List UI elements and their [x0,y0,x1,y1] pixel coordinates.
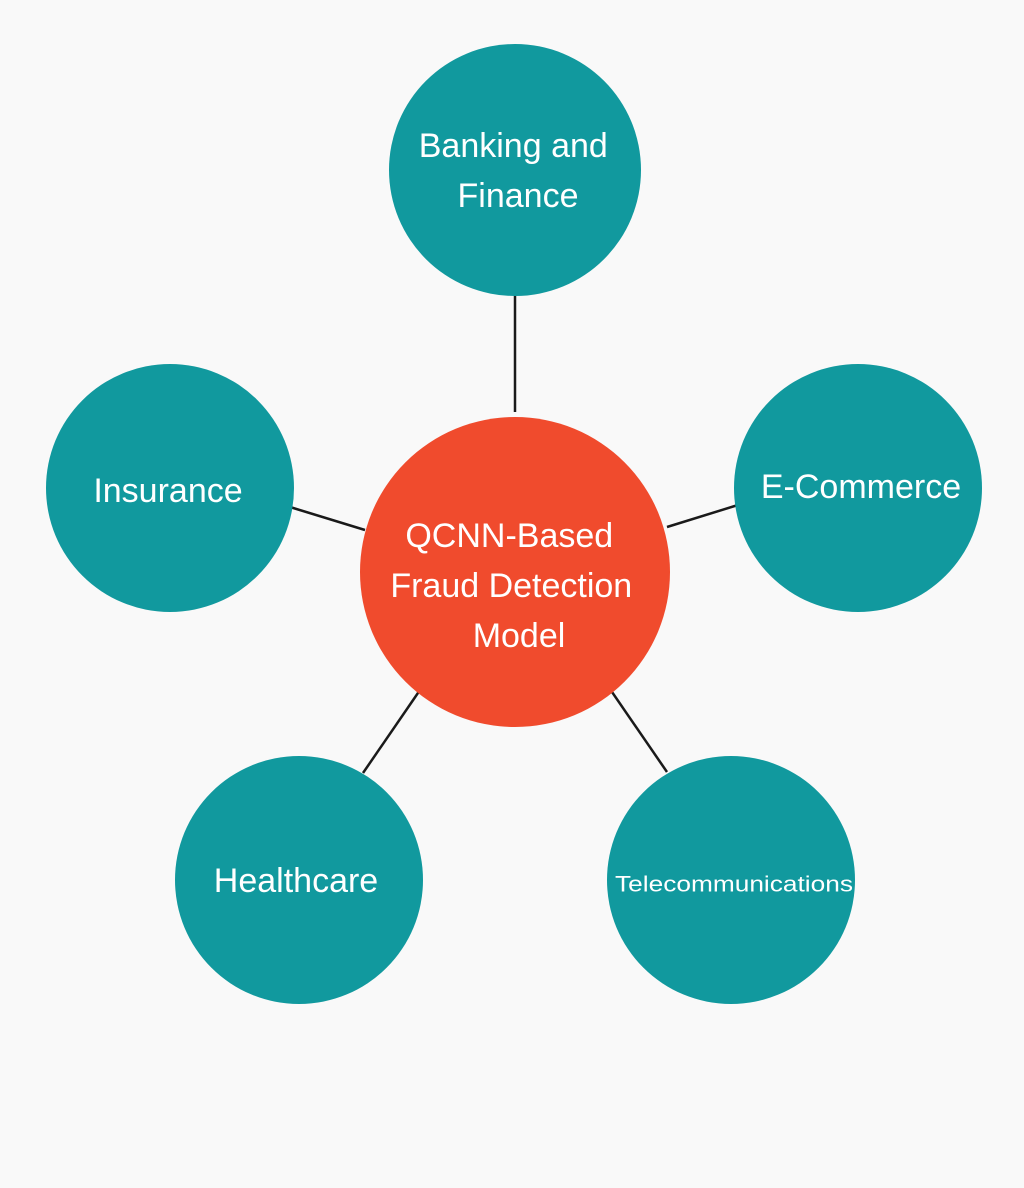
connector-insurance [289,505,366,532]
satellite-circle-telecom [607,756,855,1004]
connector-telecom [610,691,669,773]
satellite-node-insurance: Insurance [46,364,294,612]
center-circle [360,417,670,727]
satellite-circle-healthcare [175,756,423,1004]
satellite-node-healthcare: Healthcare [175,756,423,1004]
center-node: QCNN-Based Fraud Detection Model [360,417,670,727]
connector-healthcare [361,689,422,774]
connector-ecommerce [666,503,739,529]
center-label: QCNN-Based Fraud Detection Model [390,517,641,655]
center-label-line-1: QCNN-Based [405,517,613,555]
connectors [289,295,739,774]
center-label-line-2: Fraud Detection [390,567,632,605]
satellite-node-banking: Banking and Finance [389,44,641,296]
satellite-node-telecom: Telecommunications [607,756,855,1004]
satellite-circle-banking [389,44,641,296]
satellite-circle-insurance [46,364,294,612]
satellite-node-ecommerce: E-Commerce [734,364,982,612]
satellite-label-banking: Banking and Finance [419,127,618,215]
satellite-label-banking-line-1: Banking and [419,127,608,165]
center-label-line-3: Model [473,617,566,655]
satellite-label-ecommerce: E-Commerce [761,468,961,506]
satellite-circle-ecommerce [734,364,982,612]
satellite-label-healthcare: Healthcare [214,862,378,900]
satellite-label-insurance: Insurance [93,472,242,510]
satellite-label-banking-line-2: Finance [458,177,579,215]
satellite-label-telecom: Telecommunications [615,872,853,897]
